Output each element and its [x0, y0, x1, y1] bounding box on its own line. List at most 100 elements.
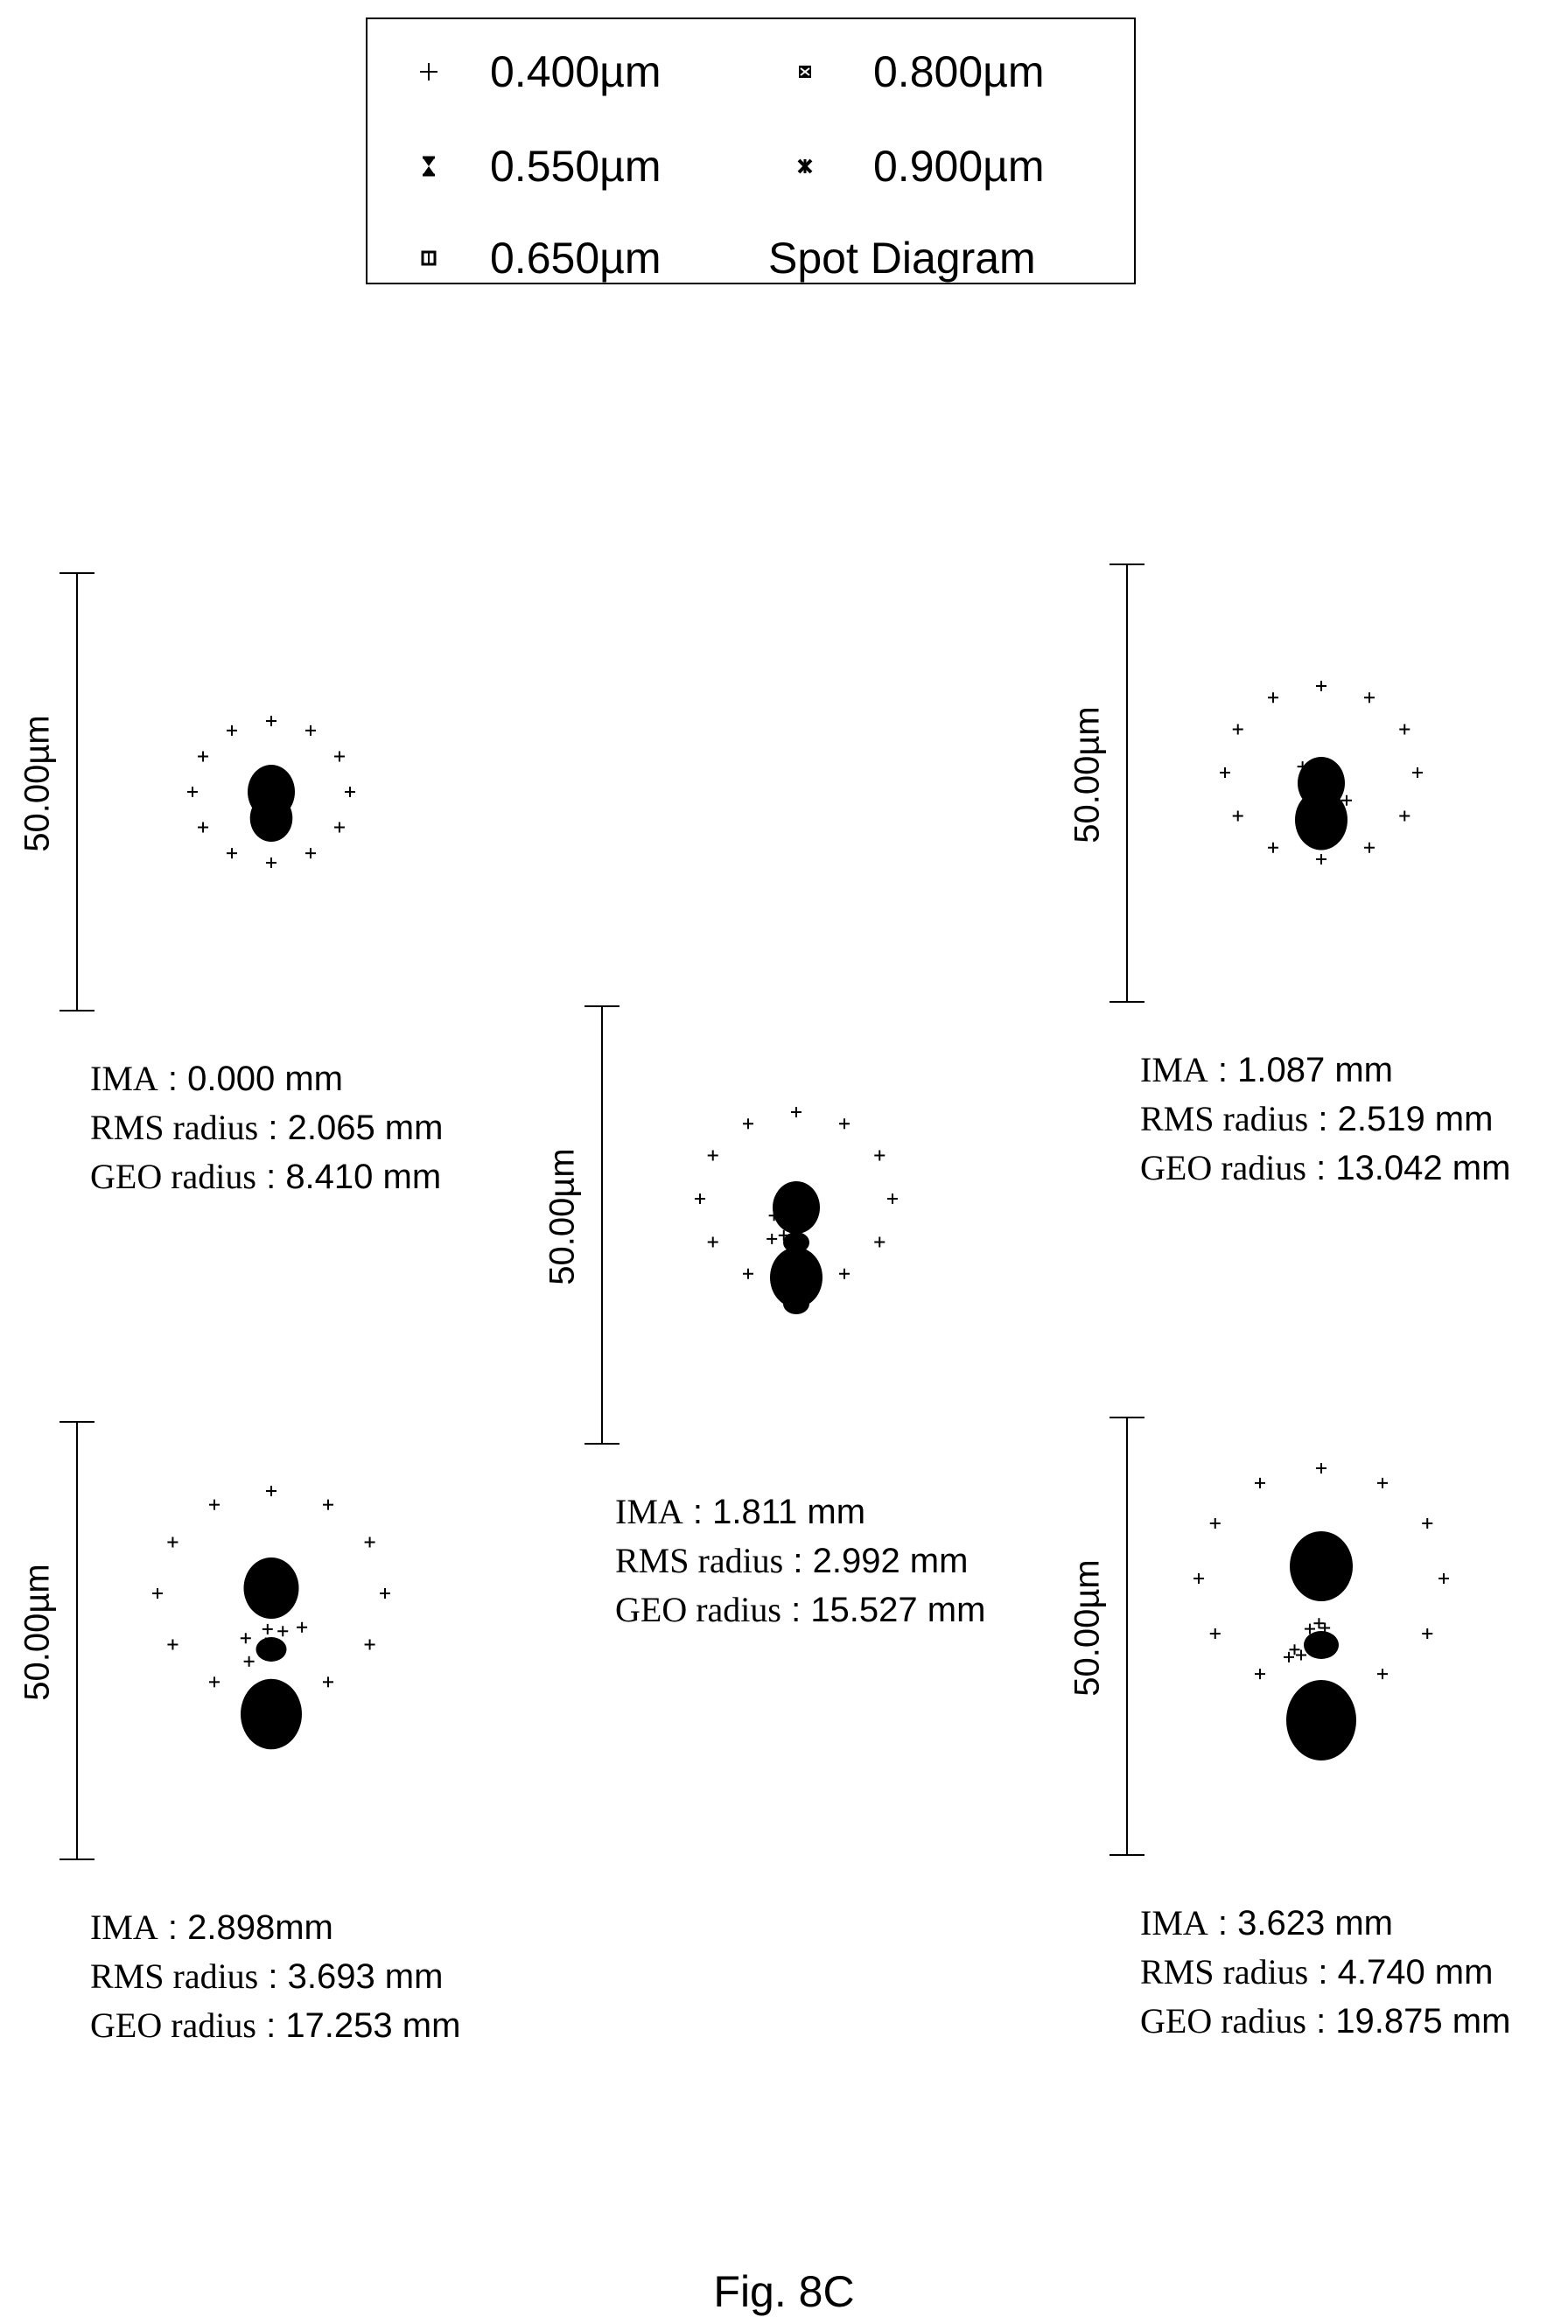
spot-point-400 [297, 1621, 308, 1633]
scale-bar-label: 50.00µm [18, 1564, 57, 1701]
spot-point-400 [240, 1633, 251, 1644]
spot-point-400 [364, 1536, 375, 1548]
spot-point-400 [839, 1118, 850, 1130]
spot-core [1295, 789, 1348, 850]
geo-label: GEO radius [1140, 2001, 1306, 2040]
legend: 0.400µm 0.550µm 0.650µm 0.800µm 0.900µm … [366, 18, 1136, 284]
geo-value: 17.253 mm [285, 2006, 461, 2045]
geo-value: 8.410 mm [285, 1158, 442, 1196]
spot-point-400 [874, 1150, 886, 1161]
spot-point-550 [1290, 1531, 1353, 1601]
spot-point-400 [1438, 1573, 1449, 1584]
spot-point-400 [1255, 1477, 1265, 1488]
spot-point-650 [1304, 1631, 1339, 1659]
spot-point-400 [839, 1268, 850, 1279]
spot-plot-5: 50.00µm IMA : 3.623 mm RMS radius : 4.74… [1050, 1404, 1568, 2040]
spot-point-400 [1297, 761, 1308, 773]
spot-point-400 [874, 1236, 886, 1248]
spot-stats: IMA : 3.623 mm RMS radius : 4.740 mm GEO… [1140, 1903, 1511, 2040]
rms-value: 3.693 mm [287, 1957, 444, 1996]
ima-label: IMA [90, 1908, 158, 1947]
ima-label: IMA [615, 1492, 683, 1531]
legend-label-900: 0.900µm [873, 142, 1045, 191]
spot-point-400 [323, 1676, 333, 1688]
ima-value: 2.898mm [187, 1908, 333, 1947]
geo-label: GEO radius [615, 1590, 781, 1629]
spot-points [1194, 1463, 1449, 1760]
spot-point-400 [333, 822, 345, 833]
legend-marker-square-open-icon [411, 232, 446, 284]
spot-point-400 [743, 1268, 753, 1279]
spot-plot-4-canvas [60, 1421, 390, 1860]
spot-points [152, 1486, 390, 1750]
legend-marker-square-hatched-icon [788, 46, 822, 98]
spot-points [1220, 681, 1423, 864]
legend-label-400: 0.400µm [490, 47, 662, 96]
legend-marker-hourglass-icon [411, 140, 446, 192]
spot-point-400 [323, 1499, 333, 1510]
rms-value: 2.519 mm [1337, 1100, 1494, 1138]
spot-point-400 [1364, 842, 1375, 853]
scale-bar-label: 50.00µm [542, 1148, 582, 1285]
ima-label: IMA [1140, 1903, 1208, 1942]
spot-point-400 [1232, 810, 1243, 822]
spot-point-400 [1268, 842, 1278, 853]
spot-point-400 [152, 1588, 163, 1599]
rms-label: RMS radius [90, 1108, 259, 1147]
spot-point-400 [305, 848, 316, 859]
spot-point-400 [262, 1623, 273, 1634]
spot-point-400 [1377, 1477, 1388, 1488]
spot-plot-2-canvas [584, 1005, 898, 1445]
spot-point-400 [1320, 1622, 1331, 1634]
spot-point-400 [1268, 692, 1278, 704]
rms-label: RMS radius [1140, 1952, 1309, 1992]
spot-point-400 [1399, 810, 1410, 822]
spot-point-400 [277, 1626, 289, 1637]
spot-point-400 [266, 858, 276, 868]
spot-stats: IMA : 1.811 mm RMS radius : 2.992 mm GEO… [615, 1492, 986, 1629]
spot-point-400 [1315, 767, 1326, 779]
spot-point-400 [227, 848, 237, 859]
spot-point-400 [198, 822, 209, 833]
spot-stats: IMA : 1.087 mm RMS radius : 2.519 mm GEO… [1140, 1050, 1511, 1187]
spot-point-400 [1422, 1518, 1433, 1529]
scale-bar-label: 50.00µm [1068, 1559, 1107, 1697]
ima-value: 1.811 mm [712, 1493, 866, 1531]
spot-point-550 [773, 1181, 820, 1234]
geo-label: GEO radius [90, 1157, 256, 1196]
geo-label: GEO radius [1140, 1148, 1306, 1187]
spot-point-650 [256, 1637, 287, 1662]
rms-value: 2.992 mm [812, 1542, 969, 1580]
spot-point-400 [345, 787, 355, 797]
spot-points [187, 716, 355, 868]
spot-plot-4: 50.00µm IMA : 2.898mm RMS radius : 3.693… [0, 1409, 560, 2045]
spot-point-400 [305, 724, 316, 736]
spot-point-400 [791, 1107, 802, 1117]
spot-point-400 [1319, 777, 1330, 788]
spot-core [770, 1247, 822, 1308]
spot-point-400 [788, 1220, 799, 1231]
spot-core [1286, 1680, 1356, 1760]
spot-point-400 [209, 1676, 220, 1688]
spot-point-400 [1284, 1651, 1295, 1662]
spot-point-400 [209, 1499, 220, 1510]
scale-bar-label: 50.00µm [18, 715, 57, 852]
spot-plot-3: 50.00µm IMA : 1.087 mm RMS radius : 2.51… [1050, 551, 1568, 1187]
spot-plot-5-canvas [1110, 1417, 1449, 1856]
spot-point-400 [1255, 1669, 1265, 1680]
geo-value: 19.875 mm [1335, 2002, 1511, 2040]
legend-title: Spot Diagram [768, 234, 1036, 283]
ima-label: IMA [1140, 1050, 1208, 1089]
spot-core [248, 764, 295, 820]
spot-point-400 [766, 1233, 778, 1244]
spot-point-400 [1412, 767, 1423, 778]
rms-value: 4.740 mm [1337, 1953, 1494, 1992]
spot-point-400 [1289, 1644, 1300, 1656]
spot-point-400 [333, 751, 345, 762]
spot-point-400 [1313, 1618, 1325, 1629]
geo-label: GEO radius [90, 2006, 256, 2045]
legend-label-650: 0.650µm [490, 234, 662, 283]
spot-point-400 [1209, 1628, 1221, 1639]
spot-point-400 [1364, 692, 1375, 704]
spot-stats: IMA : 2.898mm RMS radius : 3.693 mm GEO … [90, 1908, 461, 2045]
